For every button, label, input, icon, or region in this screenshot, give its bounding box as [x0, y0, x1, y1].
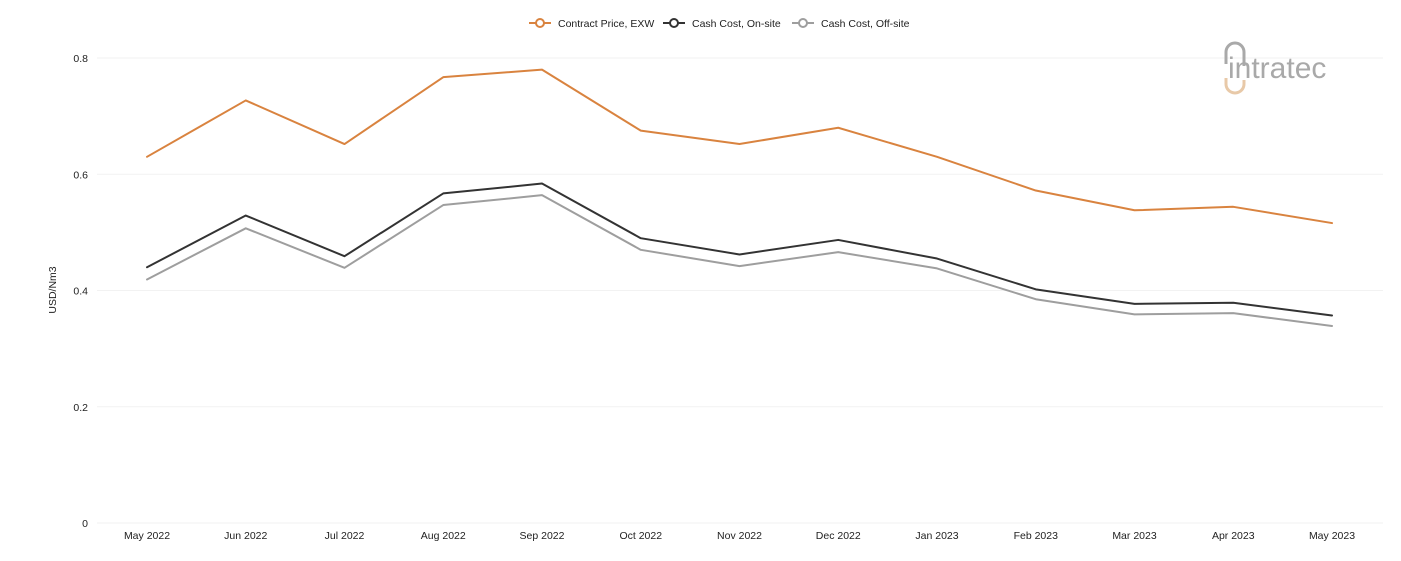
series-line — [146, 194, 1333, 327]
intratec-logo: intratec — [1224, 41, 1326, 95]
y-axis-title: USD/Nm3 — [47, 266, 59, 313]
x-tick-label: May 2023 — [1309, 530, 1355, 542]
x-tick-label: May 2022 — [124, 530, 170, 542]
legend-marker — [669, 18, 679, 28]
legend-marker — [535, 18, 545, 28]
legend-marker — [798, 18, 808, 28]
series-line — [146, 182, 1333, 317]
y-tick-label: 0.8 — [73, 53, 88, 65]
y-tick-label: 0 — [82, 518, 88, 530]
y-tick-label: 0.4 — [73, 286, 88, 298]
x-tick-label: Nov 2022 — [717, 530, 762, 542]
logo-mark-bottom — [1224, 78, 1246, 95]
x-tick-label: Dec 2022 — [816, 530, 861, 542]
legend-label: Cash Cost, Off-site — [821, 18, 910, 30]
logo-mark-top — [1224, 41, 1246, 66]
x-tick-label: Jun 2022 — [224, 530, 267, 542]
x-axis-ticks: May 2022 Jun 2022 Jul 2022 Aug 2022 Sep 2022… — [124, 530, 1355, 542]
gridlines — [97, 57, 1383, 524]
legend-label: Cash Cost, On-site — [692, 18, 781, 30]
x-tick-label: Sep 2022 — [520, 530, 565, 542]
y-tick-label: 0.6 — [73, 169, 88, 181]
series-lines — [146, 68, 1333, 327]
x-tick-label: Apr 2023 — [1212, 530, 1255, 542]
logo-text: intratec — [1228, 52, 1326, 85]
y-axis-ticks: 0 0.2 0.4 0.6 0.8 — [73, 53, 88, 530]
legend-item[interactable]: Cash Cost, Off-site — [792, 18, 910, 30]
x-tick-label: Aug 2022 — [421, 530, 466, 542]
series-line — [146, 68, 1333, 225]
x-tick-label: Feb 2023 — [1014, 530, 1059, 542]
x-tick-label: Jul 2022 — [325, 530, 365, 542]
x-tick-label: Jan 2023 — [915, 530, 958, 542]
legend-label: Contract Price, EXW — [558, 18, 654, 30]
x-tick-label: Oct 2022 — [619, 530, 662, 542]
y-tick-label: 0.2 — [73, 402, 88, 414]
legend-item[interactable]: Cash Cost, On-site — [663, 18, 781, 30]
x-tick-label: Mar 2023 — [1112, 530, 1157, 542]
legend[interactable]: Contract Price, EXW Cash Cost, On-site Cas… — [529, 18, 910, 30]
legend-item[interactable]: Contract Price, EXW — [529, 18, 654, 30]
